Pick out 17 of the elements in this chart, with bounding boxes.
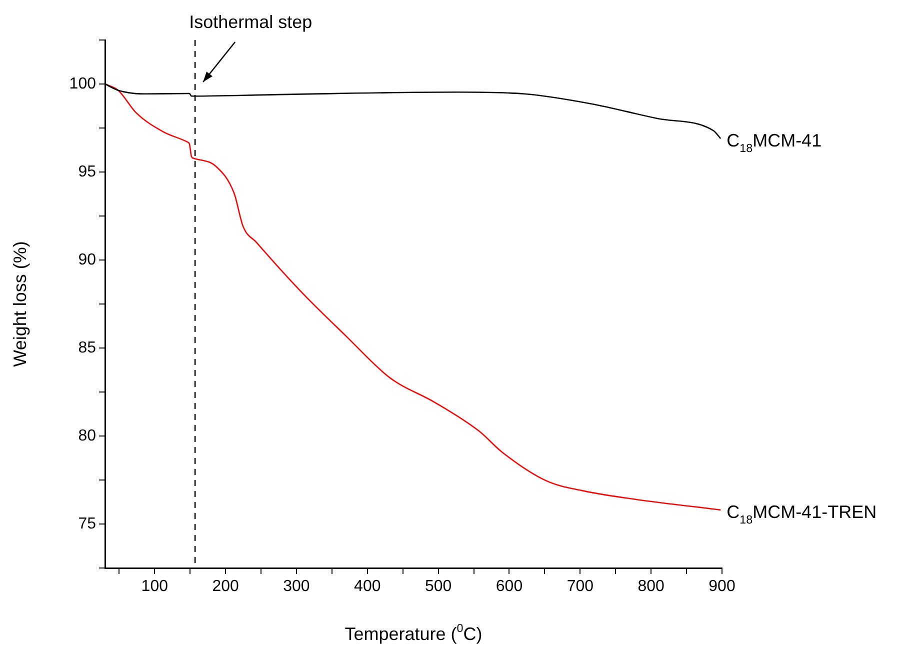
y-tick-label: 85 — [78, 339, 96, 356]
x-tick-label: 800 — [638, 578, 665, 596]
y-tick-label: 75 — [78, 515, 96, 532]
ref-line-label: Isothermal step — [189, 12, 312, 32]
x-tick-label: 100 — [141, 578, 168, 596]
x-tick-label: 400 — [354, 578, 381, 596]
y-tick-label: 95 — [78, 163, 96, 180]
x-tick-label: 500 — [424, 578, 452, 596]
x-tick-label: 700 — [566, 578, 594, 596]
y-tick-label: 90 — [78, 251, 96, 268]
x-tick-label: 600 — [496, 578, 523, 596]
y-axis-title: Weight loss (%) — [10, 241, 30, 367]
x-tick-label: 900 — [708, 578, 736, 596]
y-tick-label: 80 — [78, 427, 96, 444]
x-tick-label: 200 — [212, 578, 240, 596]
y-tick-label: 100 — [69, 75, 96, 92]
x-tick-label: 300 — [283, 578, 310, 596]
